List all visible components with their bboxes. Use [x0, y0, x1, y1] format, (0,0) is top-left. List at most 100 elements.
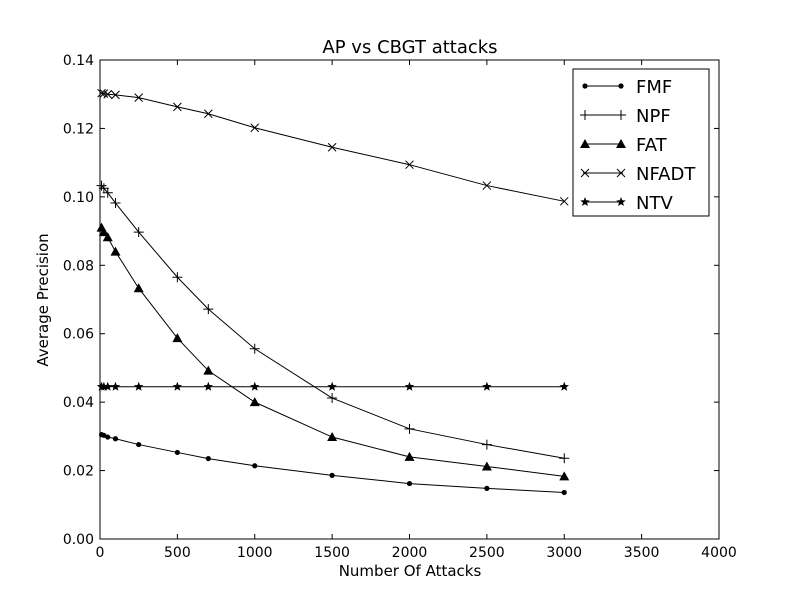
data-point-fat	[133, 283, 144, 293]
data-point-npf	[133, 227, 144, 238]
legend: FMF NPF FAT NFADT NTV	[572, 68, 710, 217]
legend-marker-fmf	[618, 83, 624, 89]
legend-entry-fmf: FMF	[582, 77, 672, 98]
data-point-ntv	[327, 381, 337, 391]
data-point-nfadt	[250, 123, 260, 133]
legend-marker-fmf	[582, 83, 588, 89]
legend-marker-nfadt	[580, 168, 590, 178]
data-point-fat	[110, 246, 121, 256]
data-point-ntv	[102, 381, 113, 391]
data-point-npf	[96, 180, 107, 191]
data-point-npf	[404, 423, 415, 434]
legend-entry-npf: NPF	[580, 106, 671, 127]
data-point-fat	[172, 333, 183, 343]
data-point-fat	[559, 471, 570, 481]
data-point-ntv	[133, 381, 144, 391]
data-point-npf	[203, 304, 214, 315]
data-point-ntv	[99, 381, 109, 391]
data-point-fmf	[174, 449, 180, 456]
data-point-fat	[404, 451, 415, 461]
x-tick-label: 4000	[701, 545, 737, 561]
legend-label-nfadt: NFADT	[636, 164, 696, 185]
data-point-npf	[249, 343, 260, 354]
x-tick-label: 3500	[624, 545, 660, 561]
chart-title: AP vs CBGT attacks	[322, 37, 497, 58]
data-point-npf	[559, 453, 570, 464]
data-point-nfadt	[173, 102, 182, 112]
data-point-ntv	[203, 381, 214, 391]
legend-entry-fat: FAT	[580, 135, 668, 156]
data-point-nfadt	[482, 181, 492, 190]
axes-layer: 0 500 1000 1500 2000 2500 3000 3500 4000 0.00 0.02…	[63, 53, 737, 561]
data-point-ntv	[482, 381, 492, 391]
legend-marker-fat	[580, 139, 590, 148]
data-point-nfadt	[327, 142, 337, 152]
data-point-fmf	[101, 432, 107, 438]
data-point-npf	[172, 272, 183, 283]
y-tick-label: 0.00	[63, 532, 94, 548]
x-tick-label: 3000	[546, 545, 582, 561]
data-point-nfadt	[405, 160, 414, 170]
data-point-nfadt	[99, 89, 109, 98]
data-point-fat	[98, 227, 109, 237]
series-ntv	[96, 381, 570, 391]
legend-marker-npf	[616, 110, 626, 120]
data-point-fmf	[329, 472, 335, 478]
legend-marker-nfadt	[616, 168, 626, 178]
data-point-nfadt	[111, 90, 120, 100]
legend-marker-fat	[616, 139, 626, 148]
x-tick-label: 0	[96, 545, 105, 561]
y-tick-label: 0.08	[63, 258, 94, 274]
data-point-nfadt	[103, 89, 113, 99]
data-point-npf	[327, 393, 338, 404]
y-tick-label: 0.06	[63, 327, 94, 343]
y-tick-label: 0.12	[63, 121, 94, 137]
data-point-fat	[102, 232, 113, 242]
data-point-fmf	[406, 480, 413, 487]
data-point-ntv	[404, 381, 415, 391]
data-point-nfadt	[559, 196, 569, 206]
legend-label-fmf: FMF	[636, 77, 672, 98]
series-npf	[96, 180, 570, 464]
x-tick-label: 2500	[469, 545, 505, 561]
legend-entry-nfadt: NFADT	[580, 164, 696, 185]
legend-entry-ntv: NTV	[580, 193, 673, 214]
data-point-fat	[327, 432, 338, 442]
data-point-ntv	[110, 381, 121, 391]
legend-label-npf: NPF	[636, 106, 671, 127]
x-tick-label: 500	[164, 545, 191, 561]
y-axis-label: Average Precision	[34, 233, 52, 366]
series-layer	[96, 88, 570, 496]
data-point-fat	[249, 397, 260, 407]
data-point-fmf	[561, 489, 567, 496]
data-point-ntv	[249, 381, 260, 391]
data-point-fmf	[136, 441, 142, 448]
legend-label-fat: FAT	[636, 135, 668, 156]
x-tick-label: 2000	[392, 545, 428, 561]
legend-marker-ntv	[580, 197, 590, 207]
series-line-npf	[101, 185, 565, 459]
data-point-ntv	[559, 381, 570, 391]
x-tick-label: 1000	[237, 545, 273, 561]
data-point-fmf	[484, 485, 490, 491]
data-point-npf	[98, 183, 109, 194]
x-axis-label: Number Of Attacks	[339, 562, 482, 580]
y-tick-label: 0.10	[63, 190, 94, 206]
data-point-fmf	[112, 436, 119, 442]
legend-marker-ntv	[616, 197, 626, 207]
series-nfadt	[97, 88, 569, 206]
x-tick-label: 1500	[314, 545, 350, 561]
legend-marker-npf	[580, 110, 590, 120]
data-point-npf	[110, 198, 121, 209]
data-point-fmf	[252, 463, 258, 469]
data-point-fat	[481, 461, 492, 471]
y-tick-label: 0.02	[63, 464, 94, 480]
data-point-nfadt	[203, 109, 213, 119]
legend-label-ntv: NTV	[636, 193, 673, 214]
data-point-fat	[203, 365, 214, 375]
series-fat	[96, 222, 570, 481]
data-point-ntv	[172, 381, 183, 391]
data-point-fmf	[105, 434, 111, 440]
legend-box	[572, 68, 710, 217]
